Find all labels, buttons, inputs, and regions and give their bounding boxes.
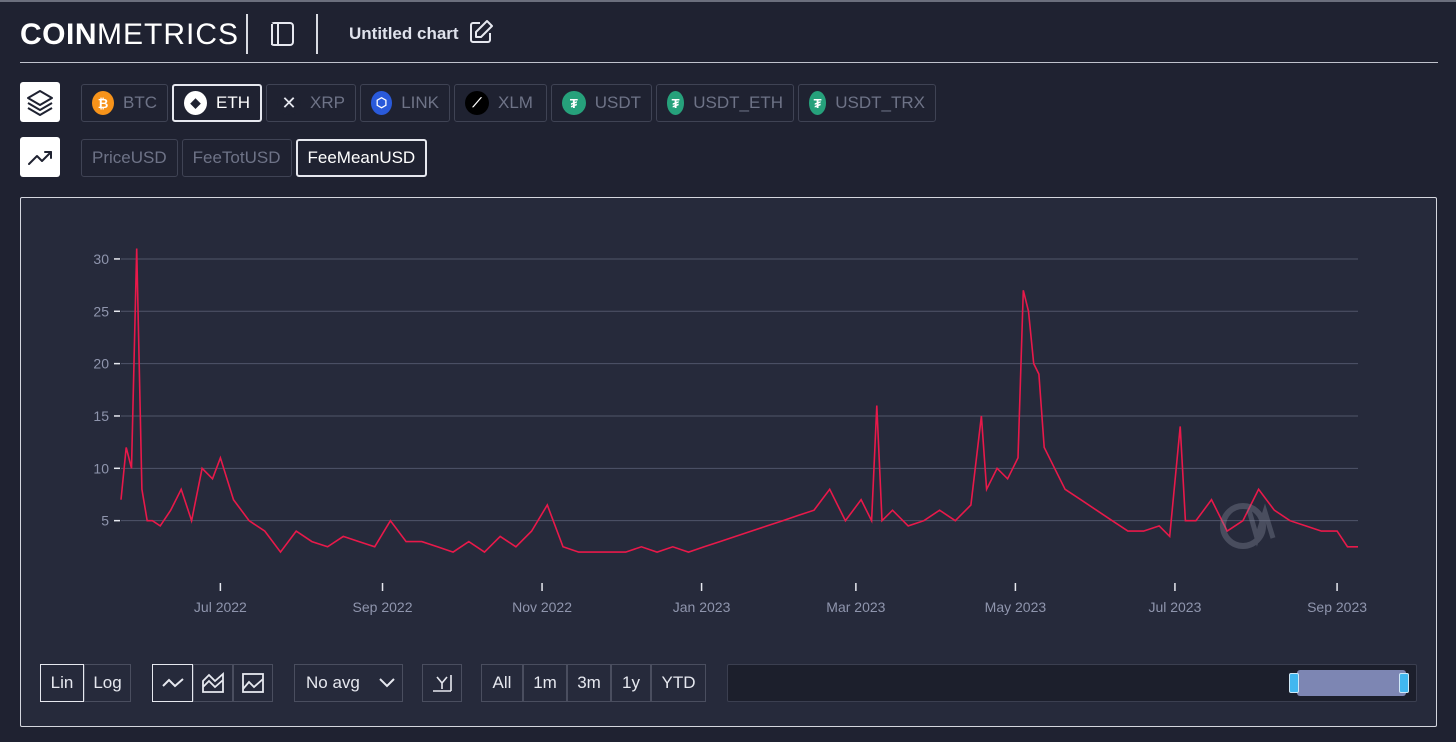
header-divider [246,14,248,54]
series-line [120,248,1358,554]
area-type-button[interactable] [233,664,273,702]
header-divider [316,14,318,54]
range-button-all[interactable]: All [481,664,523,702]
asset-chip-label: USDT_TRX [835,93,925,112]
header-divider-line [20,62,1438,63]
asset-chip-label: XLM [498,93,533,112]
average-dropdown-value: No avg [306,673,360,692]
metric-chip-feemeanusd[interactable]: FeeMeanUSD [295,139,428,177]
scale-toggle: Lin Log [40,664,131,704]
x-tick-label: Jul 2023 [1148,599,1201,615]
metric-chip-priceusd[interactable]: PriceUSD [81,139,178,177]
chart-type-toggle [152,664,273,704]
asset-chip-usdt_eth[interactable]: ₮ USDT_ETH [656,84,794,122]
watermark-logo [1220,503,1276,549]
stacked-area-icon [202,672,224,693]
x-tick-label: Sep 2023 [1307,599,1367,615]
range-slider-window[interactable] [1297,670,1406,696]
asset-chip-xrp[interactable]: ✕ XRP [266,84,356,122]
asset-chip-xlm[interactable]: ⟋ XLM [454,84,547,122]
line-type-button[interactable] [152,664,193,702]
asset-chip-label: LINK [401,93,439,112]
asset-chip-label: USDT_ETH [693,93,783,112]
log-scale-button[interactable]: Log [84,664,131,702]
y-tick-label: 25 [93,303,109,319]
asset-selector: ₿ BTC ◆ ETH ✕ XRP ⬡ LINK ⟋ XLM ₮ USDT ₮ USDT_ETH ₮ USDT… [81,84,936,122]
chart-panel: 5 10 15 20 25 30 Jul 2022 Sep 2022 Nov 2022 Jan … [20,197,1437,727]
average-dropdown[interactable]: No avg [294,664,403,704]
range-slider[interactable] [727,664,1417,702]
y-tick-label: 30 [93,251,109,267]
line-chart-icon [161,678,184,688]
tether-icon: ₮ [562,91,586,115]
y-axis-button[interactable] [422,664,462,702]
tether-icon: ₮ [809,91,827,115]
y-tick-label: 10 [93,460,109,476]
x-tick-label: Nov 2022 [512,599,572,615]
layers-button[interactable] [20,82,60,122]
asset-chip-eth[interactable]: ◆ ETH [172,84,262,122]
x-tick-label: May 2023 [985,599,1047,615]
metric-selector: PriceUSD FeeTotUSD FeeMeanUSD [81,139,428,177]
edit-icon[interactable] [468,19,494,45]
y-axis-toggle [422,664,462,704]
y-tick-label: 5 [101,513,109,529]
dashboard-icon[interactable] [269,20,297,48]
metric-chip-feetotusd[interactable]: FeeTotUSD [181,139,292,177]
coinmetrics-logo[interactable]: COINMETRICS [20,18,239,51]
line-chart[interactable]: 5 10 15 20 25 30 Jul 2022 Sep 2022 Nov 2022 Jan … [21,198,1436,653]
tether-icon: ₮ [667,91,685,115]
asset-chip-btc[interactable]: ₿ BTC [81,84,168,122]
x-tick-label: Mar 2023 [826,599,885,615]
chevron-down-icon [379,678,395,688]
chainlink-icon: ⬡ [371,91,393,115]
xrp-icon: ✕ [277,91,301,115]
y-tick-label: 20 [93,356,109,372]
asset-chip-label: XRP [310,93,345,112]
range-button-1y[interactable]: 1y [611,664,651,702]
y-axis-icon [433,675,452,692]
range-selector: All 1m 3m 1y YTD [481,664,706,704]
range-slider-right-handle[interactable] [1399,673,1409,693]
area-chart-icon [242,673,264,693]
x-tick-label: Jul 2022 [194,599,247,615]
x-tick-label: Jan 2023 [673,599,731,615]
stellar-icon: ⟋ [465,91,489,115]
app-header: COINMETRICS Untitled chart [20,14,1438,54]
average-dropdown-box: No avg [294,664,403,702]
asset-chip-usdt_trx[interactable]: ₮ USDT_TRX [798,84,936,122]
linear-scale-button[interactable]: Lin [40,664,84,702]
chart-title[interactable]: Untitled chart [349,24,459,43]
window-top-border [0,0,1456,2]
x-tick-label: Sep 2022 [353,599,413,615]
bitcoin-icon: ₿ [92,91,114,115]
range-button-3m[interactable]: 3m [567,664,611,702]
range-slider-left-handle[interactable] [1289,673,1299,693]
trending-up-icon [28,151,52,165]
ethereum-icon: ◆ [184,91,207,115]
asset-chip-label: USDT [594,93,641,112]
asset-chip-label: BTC [123,93,157,112]
asset-chip-usdt[interactable]: ₮ USDT [551,84,652,122]
metric-button[interactable] [20,137,60,177]
y-tick-label: 15 [93,408,109,424]
stacked-area-type-button[interactable] [193,664,233,702]
layers-icon [27,90,53,116]
asset-chip-link[interactable]: ⬡ LINK [360,84,450,122]
range-button-1m[interactable]: 1m [523,664,567,702]
range-button-ytd[interactable]: YTD [651,664,706,702]
asset-chip-label: ETH [216,93,250,112]
